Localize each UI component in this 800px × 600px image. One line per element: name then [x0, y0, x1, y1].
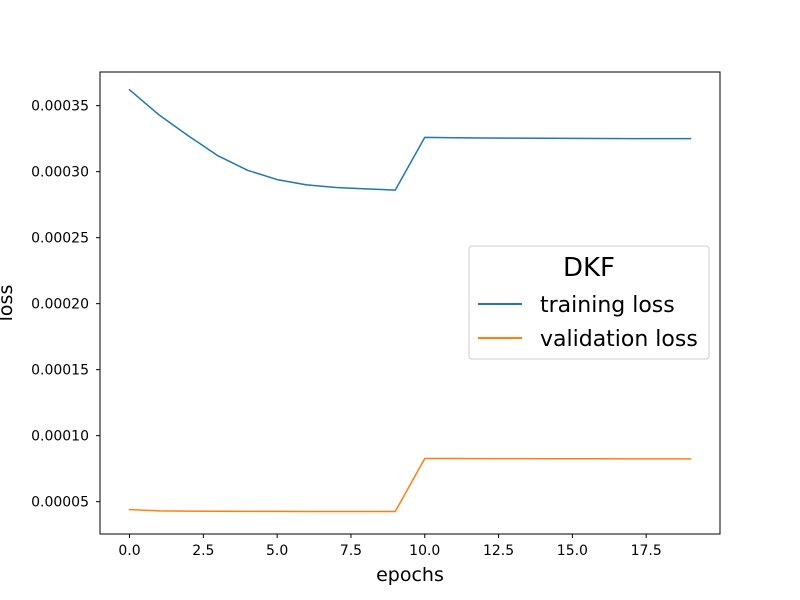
series-line-training-loss — [128, 88, 692, 191]
x-tick-label: 17.5 — [631, 543, 662, 559]
y-tick-label: 0.00010 — [31, 429, 89, 445]
x-tick-label: 0.0 — [118, 543, 140, 559]
x-tick-label: 7.5 — [340, 543, 362, 559]
y-tick-label: 0.00025 — [31, 231, 89, 247]
x-tick-label: 10.0 — [409, 543, 440, 559]
y-tick-label: 0.00020 — [31, 297, 89, 313]
y-tick-label: 0.00035 — [31, 99, 89, 115]
x-tick-label: 12.5 — [483, 543, 514, 559]
y-tick-label: 0.00005 — [31, 495, 89, 511]
legend-label-training-loss: training loss — [540, 293, 675, 318]
x-axis-label: epochs — [376, 564, 444, 586]
y-tick-label: 0.00030 — [31, 165, 89, 181]
y-axis-label: loss — [0, 285, 17, 322]
legend-label-validation-loss: validation loss — [540, 327, 698, 352]
legend-title: DKF — [563, 253, 615, 283]
legend-box — [468, 245, 710, 360]
plot-frame — [99, 71, 721, 535]
legend: DKF training loss validation loss — [468, 245, 710, 360]
y-axis-ticks: 0.00005 0.00010 0.00015 0.00020 0.00025 0.000… — [31, 99, 100, 511]
x-axis-ticks: 0.0 2.5 5.0 7.5 10.0 12.5 15.0 17.5 — [118, 534, 662, 559]
series-line-validation-loss — [128, 457, 692, 513]
x-tick-label: 15.0 — [557, 543, 588, 559]
y-tick-label: 0.00015 — [31, 363, 89, 379]
x-tick-label: 2.5 — [192, 543, 214, 559]
x-tick-label: 5.0 — [266, 543, 288, 559]
series-layer — [128, 88, 692, 513]
